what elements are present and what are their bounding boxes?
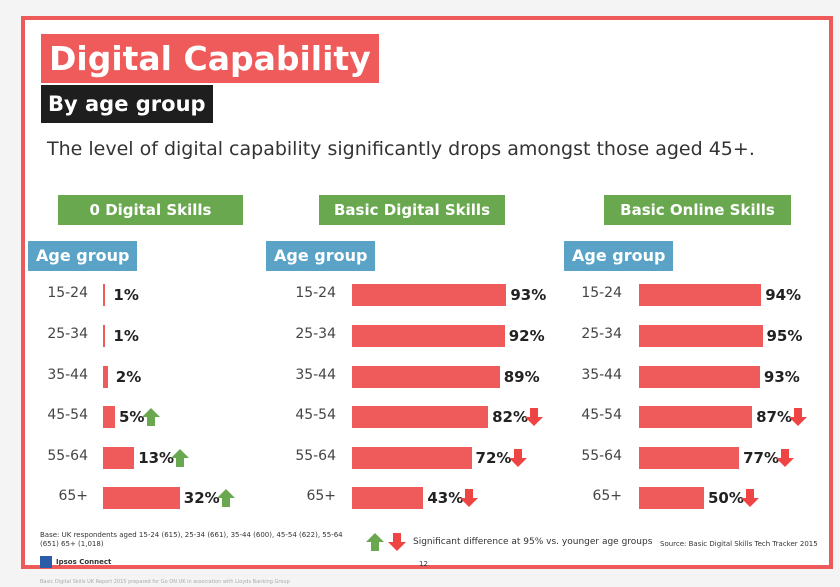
bar	[639, 284, 762, 306]
bar	[352, 325, 505, 347]
arrow-up-icon	[142, 408, 160, 426]
arrow-up-icon	[216, 489, 235, 507]
panel-title: 0 Digital Skills	[58, 195, 243, 225]
ipsos-logo: Ipsos Connect	[40, 556, 111, 568]
arrow-down-icon	[460, 489, 479, 507]
bar	[103, 487, 180, 509]
value-label: 43%	[427, 489, 464, 507]
page-title: Digital Capability	[41, 34, 379, 83]
value-label: 94%	[765, 286, 802, 304]
page-subtitle: By age group	[41, 85, 213, 123]
page-number: 12	[419, 560, 428, 568]
age-label: 45-54	[295, 407, 336, 423]
value-label: 92%	[508, 327, 545, 345]
arrow-down-icon	[508, 449, 527, 467]
source-note: Source: Basic Digital Skills Tech Tracke…	[660, 540, 818, 548]
bar	[639, 325, 763, 347]
value-label: 1%	[113, 286, 139, 304]
value-label: 82%	[492, 408, 529, 426]
age-group-header: Age group	[266, 241, 376, 271]
arrow-up-icon	[171, 449, 190, 467]
value-label: 72%	[475, 449, 512, 467]
arrow-down-icon	[388, 533, 406, 551]
bar	[639, 366, 760, 388]
age-label: 35-44	[47, 367, 88, 383]
age-label: 45-54	[581, 407, 622, 423]
value-label: 89%	[503, 368, 540, 386]
age-label: 35-44	[295, 367, 336, 383]
panel-title: Basic Digital Skills	[319, 195, 505, 225]
age-label: 15-24	[47, 285, 88, 301]
age-group-header: Age group	[28, 241, 138, 271]
age-label: 55-64	[47, 448, 88, 464]
value-label: 93%	[510, 286, 547, 304]
credit-line: Basic Digital Skills UK Report 2015 prep…	[40, 579, 290, 585]
value-label: 5%	[119, 408, 145, 426]
lead-text: The level of digital capability signific…	[47, 138, 755, 160]
arrow-up-icon	[366, 533, 384, 551]
age-label: 45-54	[47, 407, 88, 423]
age-label: 25-34	[295, 326, 336, 342]
age-label: 65+	[592, 488, 622, 504]
bar	[639, 487, 704, 509]
legend-text: Significant difference at 95% vs. younge…	[413, 537, 653, 547]
bar	[103, 406, 115, 428]
age-label: 65+	[306, 488, 336, 504]
bar	[639, 406, 753, 428]
arrow-down-icon	[789, 408, 808, 426]
age-group-header: Age group	[564, 241, 674, 271]
bar	[352, 284, 507, 306]
age-label: 65+	[58, 488, 88, 504]
bar	[352, 447, 472, 469]
significance-legend: Significant difference at 95% vs. younge…	[365, 532, 652, 552]
bar	[352, 406, 489, 428]
value-label: 87%	[756, 408, 792, 426]
bar	[352, 487, 424, 509]
arrow-down-icon	[776, 449, 795, 467]
bar	[103, 366, 108, 388]
age-label: 35-44	[581, 367, 622, 383]
value-label: 32%	[183, 489, 220, 507]
logo-text: Ipsos Connect	[56, 558, 112, 566]
age-label: 55-64	[295, 448, 336, 464]
ipsos-logo-icon	[40, 556, 52, 568]
value-label: 2%	[115, 368, 142, 386]
age-label: 25-34	[581, 326, 622, 342]
age-label: 25-34	[47, 326, 88, 342]
age-label: 15-24	[295, 285, 336, 301]
bar	[639, 447, 740, 469]
bar	[103, 447, 135, 469]
value-label: 93%	[763, 368, 800, 386]
value-label: 77%	[743, 449, 779, 467]
arrow-down-icon	[525, 408, 544, 426]
bar	[352, 366, 500, 388]
panel-title: Basic Online Skills	[604, 195, 791, 225]
arrow-down-icon	[741, 489, 759, 507]
value-label: 13%	[138, 449, 175, 467]
value-label: 50%	[708, 489, 744, 507]
bar	[103, 284, 106, 306]
age-label: 15-24	[581, 285, 622, 301]
bar	[103, 325, 106, 347]
age-label: 55-64	[581, 448, 622, 464]
value-label: 95%	[766, 327, 803, 345]
value-label: 1%	[113, 327, 139, 345]
base-note: Base: UK respondents aged 15-24 (615), 2…	[40, 531, 343, 548]
